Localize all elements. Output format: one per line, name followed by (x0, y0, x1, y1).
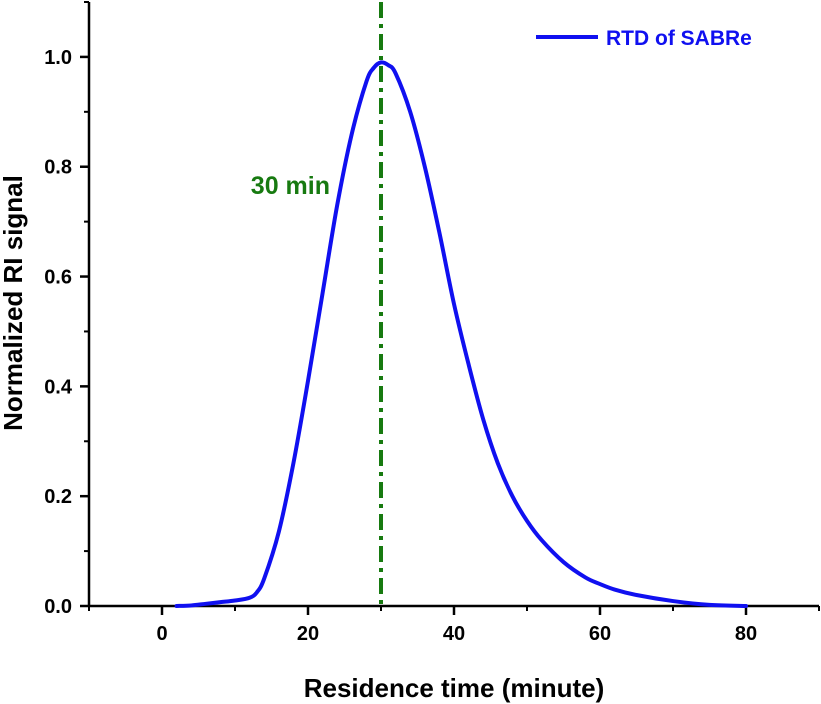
y-tick-label: 0.8 (44, 157, 72, 179)
annotation-label: 30 min (251, 172, 330, 200)
y-tick-label: 0.4 (44, 376, 73, 398)
y-tick-label: 0.0 (44, 596, 72, 618)
y-tick-label: 0.6 (44, 267, 72, 289)
series-layer (174, 60, 748, 608)
legend: RTD of SABRe (536, 27, 752, 50)
series-line (174, 60, 748, 608)
x-tick-label: 60 (589, 623, 611, 645)
legend-label: RTD of SABRe (606, 27, 752, 50)
y-tick-label: 0.2 (44, 486, 72, 508)
x-axis-title: Residence time (minute) (304, 673, 605, 703)
x-tick-label: 0 (156, 623, 167, 645)
ticks-layer: 0 20 40 60 80 0.0 0.2 0.4 0.6 0.8 1.0 (44, 1, 820, 645)
y-axis-title: Normalized RI signal (0, 175, 28, 431)
x-tick-label: 80 (735, 623, 757, 645)
vline-layer: 30 min (251, 2, 383, 606)
x-tick-label: 40 (443, 623, 465, 645)
y-tick-label: 1.0 (44, 47, 72, 69)
x-tick-label: 20 (297, 623, 319, 645)
